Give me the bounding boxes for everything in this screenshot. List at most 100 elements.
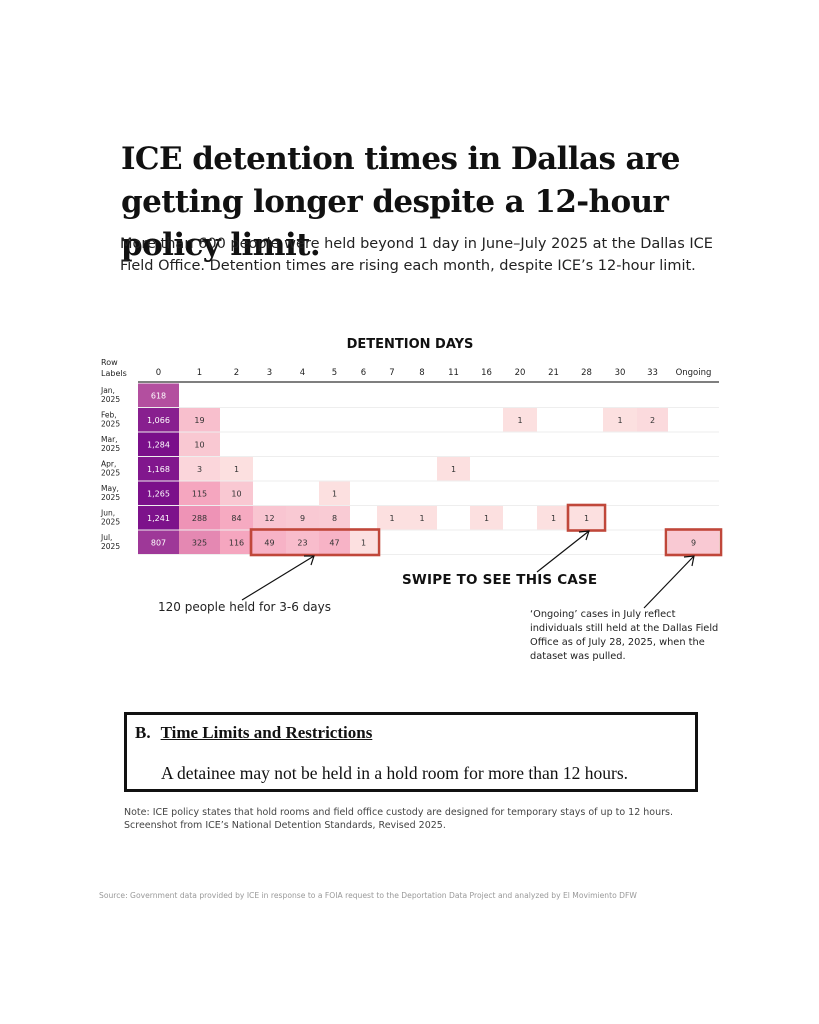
column-label: Ongoing — [676, 368, 712, 378]
column-label: 11 — [448, 368, 459, 378]
heatmap-cell — [437, 457, 470, 481]
column-label: 5 — [332, 368, 337, 378]
cell-value-label: 1,265 — [147, 489, 170, 498]
column-label: 7 — [389, 368, 394, 378]
column-label: 16 — [481, 368, 492, 378]
cell-value-label: 115 — [192, 489, 207, 498]
cell-value-label: 325 — [192, 538, 207, 547]
heatmap-cell — [286, 506, 319, 530]
cell-value-label: 9 — [300, 514, 305, 523]
column-label: 4 — [300, 368, 305, 378]
policy-heading-text: Time Limits and Restrictions — [160, 723, 373, 742]
chart-title: DETENTION DAYS — [347, 337, 474, 352]
cell-value-label: 84 — [231, 514, 241, 523]
cell-value-label: 807 — [151, 538, 166, 547]
cell-value-label: 1 — [332, 489, 337, 498]
ongoing-callout: ‘Ongoing’ cases in July reflect individu… — [530, 609, 719, 662]
cell-value-label: 1 — [451, 465, 456, 474]
cell-value-label: 49 — [264, 538, 274, 547]
column-label: 21 — [548, 368, 559, 378]
row-label: 2025 — [101, 542, 120, 551]
highlight-boxes — [249, 503, 723, 557]
row-label: 2025 — [101, 395, 120, 404]
arrow-head — [683, 555, 695, 567]
cell-value-label: 10 — [194, 440, 204, 449]
column-label: 28 — [581, 368, 592, 378]
heatmap-cell — [570, 506, 603, 530]
heatmap-cell — [253, 530, 286, 554]
page-subtitle: More than 600 people were held beyond 1 … — [120, 236, 713, 274]
row-label: Apr, — [101, 460, 116, 469]
arrow-head — [304, 555, 315, 566]
cell-value-label: 19 — [194, 416, 204, 425]
held-callout: 120 people held for 3-6 days — [158, 600, 332, 614]
cell-value-label: 116 — [229, 538, 244, 547]
cell-value-label: 8 — [332, 514, 337, 523]
heatmap-cell — [138, 457, 179, 481]
heatmap-cell — [220, 481, 253, 505]
column-label: 8 — [419, 368, 424, 378]
cell-value-label: 1,066 — [147, 416, 170, 425]
cell-value-label: 1 — [484, 514, 489, 523]
heatmap-cell — [319, 530, 350, 554]
arrow-held — [241, 555, 315, 601]
row-header-label: Labels — [101, 369, 127, 378]
heatmap-cell — [138, 383, 179, 407]
cell-value-label: 1 — [419, 514, 424, 523]
swipe-callout: SWIPE TO SEE THIS CASE — [402, 572, 598, 588]
column-label: 30 — [615, 368, 626, 378]
heatmap-cell — [470, 506, 503, 530]
heatmap-cell — [220, 530, 253, 554]
highlight-box — [566, 503, 607, 532]
heatmap-cell — [319, 481, 350, 505]
row-label: Jan, — [100, 386, 115, 395]
cell-value-label: 1 — [361, 538, 366, 547]
page-title: ICE detention times in Dallas are gettin… — [121, 141, 680, 263]
heatmap-cell — [220, 457, 253, 481]
heatmap-cell — [138, 408, 179, 432]
row-label: Jun, — [100, 509, 115, 518]
annotation-arrows — [241, 530, 695, 609]
row-label: 2025 — [101, 469, 120, 478]
cell-value-label: 1 — [617, 416, 622, 425]
column-label: 6 — [361, 368, 366, 378]
cell-value-label: 1 — [517, 416, 522, 425]
row-label: 2025 — [101, 518, 120, 527]
heatmap-cell — [179, 432, 220, 456]
heatmap-cell — [377, 506, 407, 530]
column-label: 0 — [156, 368, 161, 378]
row-label: 2025 — [101, 444, 120, 453]
row-labels: Jan,2025Feb,2025Mar,2025Apr,2025May,2025… — [100, 386, 120, 551]
cell-value-label: 1,168 — [147, 465, 170, 474]
heatmap-cell — [537, 506, 570, 530]
row-label: 2025 — [101, 420, 120, 429]
row-label: 2025 — [101, 493, 120, 502]
cell-value-label: 1 — [234, 465, 239, 474]
cell-value-label: 12 — [264, 514, 274, 523]
column-label: 3 — [267, 368, 272, 378]
heatmap-cell — [503, 408, 537, 432]
heatmap-cell — [179, 530, 220, 554]
highlight-box — [664, 528, 723, 557]
cell-value-label: 618 — [151, 391, 166, 400]
cell-value-label: 3 — [197, 465, 202, 474]
policy-heading: B. Time Limits and Restrictions — [135, 723, 372, 743]
cell-value-label: 1 — [584, 514, 589, 523]
heatmap-cell — [179, 408, 220, 432]
column-label: 1 — [197, 368, 202, 378]
heatmap-cell — [668, 530, 719, 554]
row-header-label: Row — [101, 358, 118, 367]
policy-section: B. — [135, 723, 151, 742]
source-line: Source: Government data provided by ICE … — [99, 891, 637, 900]
cell-value-label: 1 — [551, 514, 556, 523]
cell-value-label: 288 — [192, 514, 207, 523]
heatmap-cell — [179, 457, 220, 481]
heatmap-cell — [138, 530, 179, 554]
heatmap-cell — [179, 481, 220, 505]
heatmap-cell — [179, 506, 220, 530]
heatmap-cell — [407, 506, 437, 530]
heatmap-cell — [637, 408, 668, 432]
heatmap-cell — [220, 506, 253, 530]
